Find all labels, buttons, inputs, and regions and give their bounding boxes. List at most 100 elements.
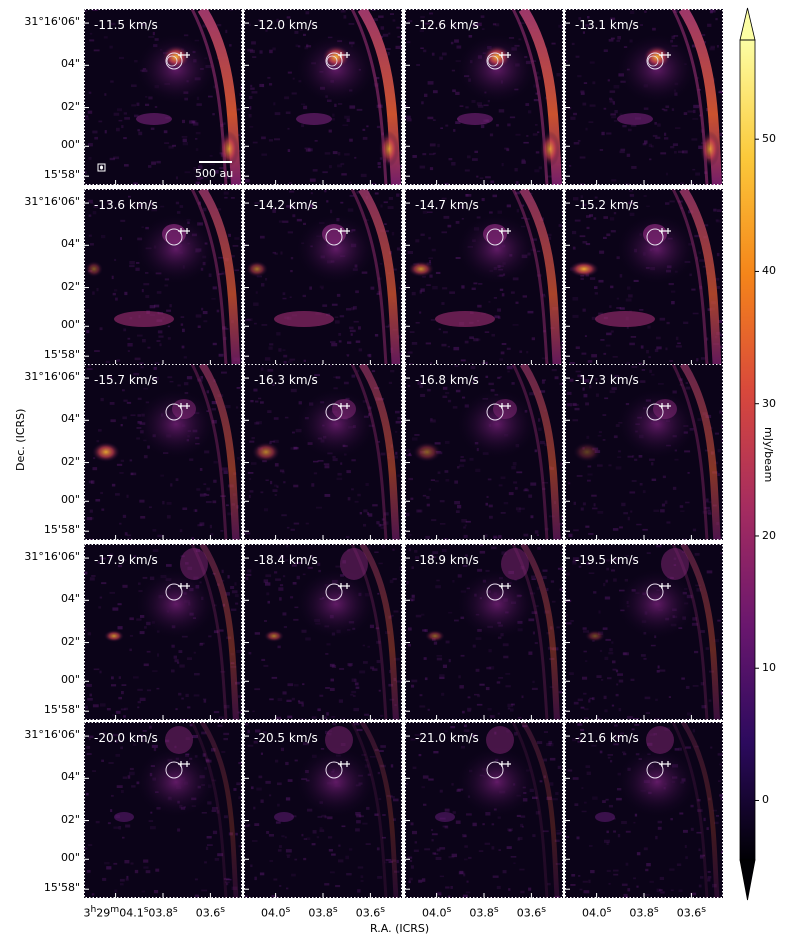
y-tick-label: 04" — [60, 412, 80, 426]
y-tick-label: 31°16'06" — [24, 550, 80, 564]
y-tick-label: 15'58" — [43, 703, 80, 717]
source-marker — [499, 52, 505, 58]
velocity-label: -11.5 km/s — [94, 18, 158, 32]
beam-circle — [646, 583, 664, 601]
x-tick-label: 03.8s — [148, 904, 178, 920]
channel-panel: -17.3 km/s — [565, 364, 723, 540]
colorbar-tick-label: 30 — [762, 396, 776, 410]
beam-circle — [486, 761, 504, 779]
source-marker — [178, 403, 184, 409]
x-tick-label: 04.0s — [581, 904, 612, 920]
y-tick-label: 04" — [60, 57, 80, 71]
x-tick-label: 03.6s — [676, 904, 707, 920]
source-marker — [505, 761, 511, 767]
colorbar-extend-bottom — [739, 859, 756, 901]
source-marker — [344, 403, 350, 409]
velocity-label: -17.9 km/s — [94, 553, 158, 567]
y-tick-label: 04" — [60, 592, 80, 606]
velocity-label: -17.3 km/s — [575, 373, 639, 387]
velocity-label: -16.3 km/s — [254, 373, 318, 387]
velocity-label: -16.8 km/s — [415, 373, 479, 387]
source-marker — [659, 761, 665, 767]
beam-circle — [165, 52, 183, 70]
source-marker — [178, 761, 184, 767]
beam-circle — [325, 583, 343, 601]
y-tick-label: 31°16'06" — [24, 728, 80, 742]
scale-bar-label: 500 au — [195, 167, 233, 180]
source-marker — [344, 228, 350, 234]
y-tick-label: 02" — [60, 454, 80, 468]
y-tick-label: 04" — [60, 237, 80, 251]
channel-panel: -13.1 km/s — [565, 9, 723, 185]
beam-circle — [325, 228, 343, 246]
channel-panel: -18.4 km/s — [244, 544, 402, 720]
source-marker — [659, 52, 665, 58]
x-tick-label: 03.8s — [629, 904, 659, 920]
source-marker — [665, 52, 671, 58]
channel-panel: -20.0 km/s — [84, 722, 242, 898]
colorbar-title: mJy/beam — [762, 427, 775, 483]
y-tick-label: 15'58" — [43, 348, 80, 362]
y-tick-label: 02" — [60, 812, 80, 826]
channel-panel: -12.6 km/s — [405, 9, 563, 185]
channel-panel: -14.7 km/s — [405, 189, 563, 365]
channel-panel: -12.0 km/s — [244, 9, 402, 185]
velocity-label: -19.5 km/s — [575, 553, 639, 567]
source-marker — [178, 228, 184, 234]
source-marker — [338, 228, 344, 234]
y-tick-label: 00" — [60, 851, 80, 865]
source-marker — [665, 403, 671, 409]
y-tick-label: 00" — [60, 493, 80, 507]
beam-circle — [325, 761, 343, 779]
x-tick-label: 04.0s — [421, 904, 452, 920]
source-marker — [665, 228, 671, 234]
channel-panel: -13.6 km/s — [84, 189, 242, 365]
source-marker — [505, 52, 511, 58]
y-tick-label: 04" — [60, 770, 80, 784]
x-tick-label: 03.6s — [195, 904, 226, 920]
source-marker — [338, 52, 344, 58]
x-tick-label: 03.8s — [308, 904, 338, 920]
source-marker — [665, 761, 671, 767]
colorbar-tick-label: 20 — [762, 528, 776, 542]
y-tick-label: 15'58" — [43, 523, 80, 537]
velocity-label: -13.1 km/s — [575, 18, 639, 32]
velocity-label: -21.0 km/s — [415, 731, 479, 745]
source-marker — [499, 403, 505, 409]
velocity-label: -12.6 km/s — [415, 18, 479, 32]
y-tick-label: 00" — [60, 673, 80, 687]
x-tick-label: 03.6s — [516, 904, 547, 920]
y-tick-label: 31°16'06" — [24, 370, 80, 384]
beam-circle — [165, 761, 183, 779]
y-tick-label: 00" — [60, 138, 80, 152]
source-marker — [505, 403, 511, 409]
source-marker — [338, 403, 344, 409]
velocity-label: -14.7 km/s — [415, 198, 479, 212]
source-marker — [344, 761, 350, 767]
source-marker — [499, 583, 505, 589]
source-marker — [184, 583, 190, 589]
source-marker — [178, 583, 184, 589]
channel-panel: -16.3 km/s — [244, 364, 402, 540]
velocity-label: -20.0 km/s — [94, 731, 158, 745]
source-marker — [338, 761, 344, 767]
beam-circle — [486, 583, 504, 601]
channel-panel: -15.2 km/s — [565, 189, 723, 365]
y-tick-label: 02" — [60, 634, 80, 648]
channel-panel: -18.9 km/s — [405, 544, 563, 720]
y-tick-label: 02" — [60, 99, 80, 113]
colorbar-tick-label: 40 — [762, 264, 776, 278]
velocity-label: -18.9 km/s — [415, 553, 479, 567]
channel-panel: -21.6 km/s — [565, 722, 723, 898]
beam-circle — [165, 228, 183, 246]
y-tick-label: 00" — [60, 318, 80, 332]
channel-panel: -17.9 km/s — [84, 544, 242, 720]
y-tick-label: 31°16'06" — [24, 15, 80, 29]
velocity-label: -21.6 km/s — [575, 731, 639, 745]
beam-circle — [646, 228, 664, 246]
y-tick-label: 15'58" — [43, 881, 80, 895]
source-marker — [659, 403, 665, 409]
x-tick-label: 3h29m04.1s — [83, 904, 149, 920]
source-marker — [344, 52, 350, 58]
